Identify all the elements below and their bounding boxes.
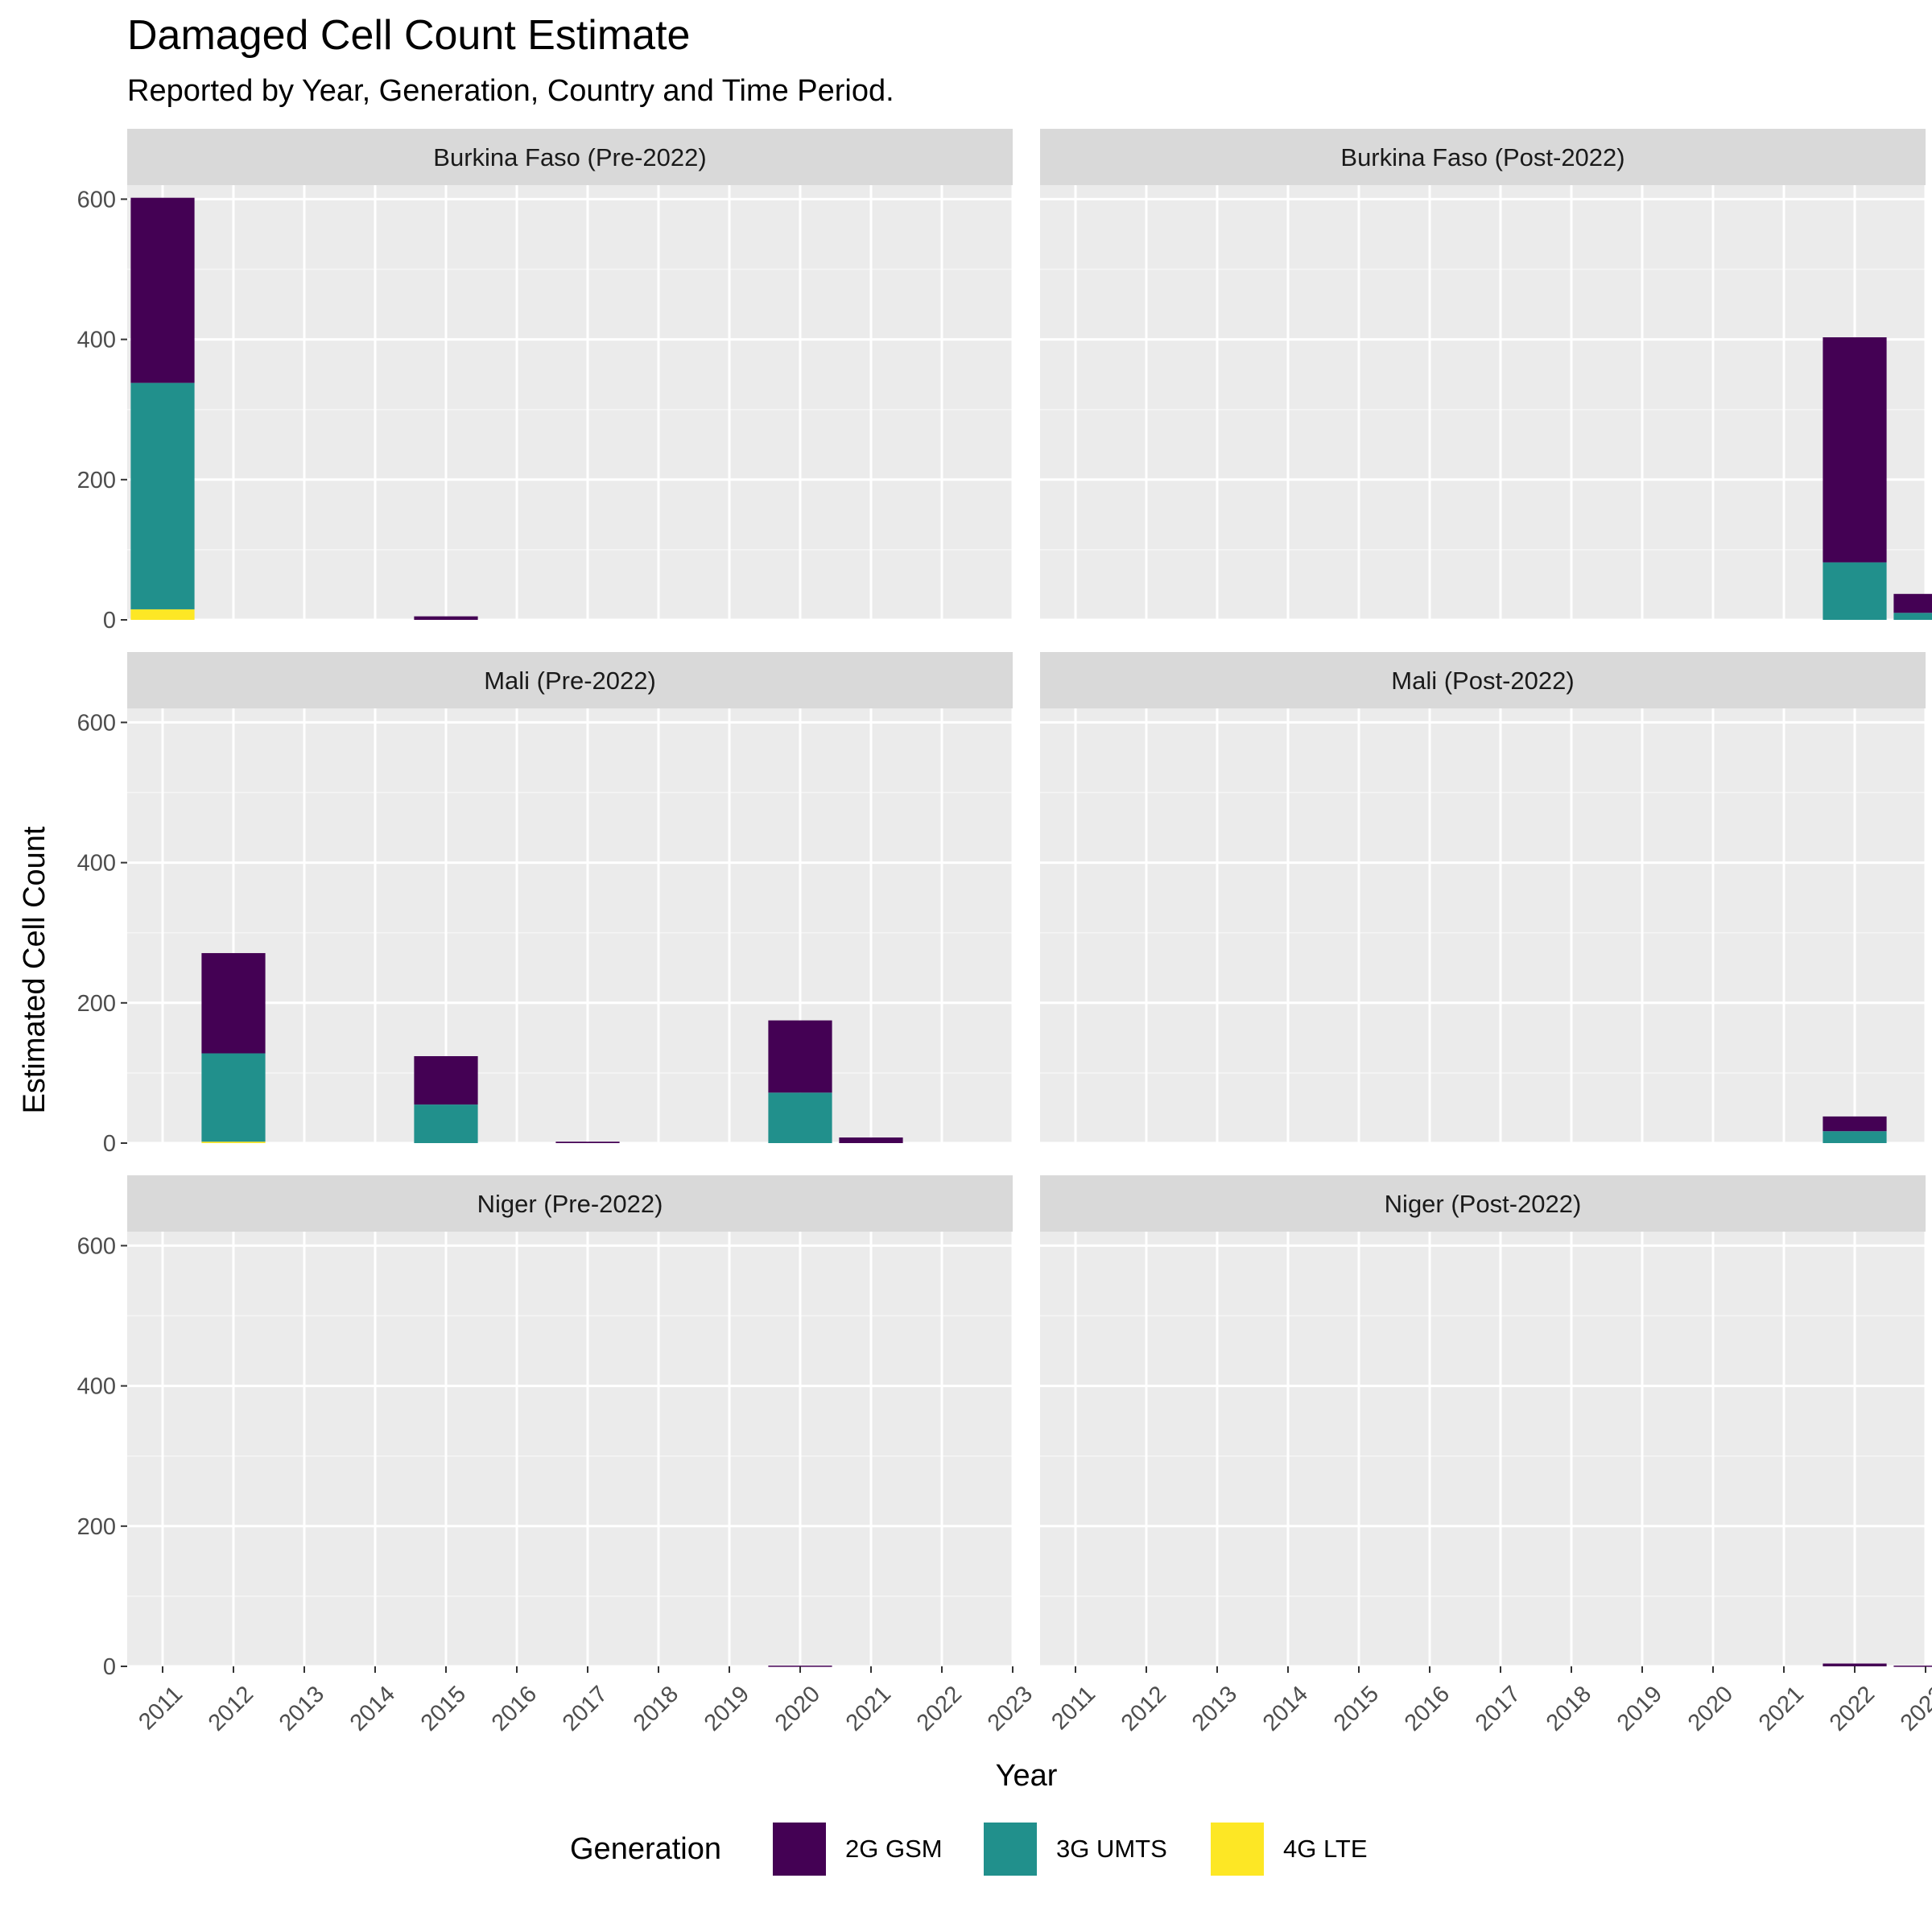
panel-background xyxy=(127,708,1013,1143)
panel-background xyxy=(1040,708,1926,1143)
facet-label-burkina-faso-post-2022: Burkina Faso (Post-2022) xyxy=(1340,143,1624,171)
bar-2g-gsm xyxy=(414,1056,478,1105)
legend-title: Generation xyxy=(570,1832,721,1866)
bar-2g-gsm xyxy=(555,1141,620,1143)
x-tick-label: 2012 xyxy=(204,1681,258,1736)
facet-label-mali-pre-2022: Mali (Pre-2022) xyxy=(484,667,656,695)
bar-2g-gsm xyxy=(414,616,478,620)
facet-label-burkina-faso-pre-2022: Burkina Faso (Pre-2022) xyxy=(433,143,706,171)
x-tick-label: 2012 xyxy=(1117,1681,1171,1736)
x-tick-label: 2018 xyxy=(629,1681,683,1736)
y-tick-label: 400 xyxy=(77,1374,116,1400)
x-tick-label: 2020 xyxy=(770,1681,825,1736)
facet-strip xyxy=(1040,652,1926,708)
facet-label-niger-post-2022: Niger (Post-2022) xyxy=(1385,1190,1582,1218)
x-tick-label: 2014 xyxy=(1258,1681,1313,1736)
y-tick-label: 600 xyxy=(77,1233,116,1259)
bar-3g-umts xyxy=(414,1104,478,1143)
legend-label: 3G UMTS xyxy=(1056,1835,1167,1863)
x-tick-label: 2013 xyxy=(275,1681,329,1736)
chart-subtitle: Reported by Year, Generation, Country an… xyxy=(127,74,894,108)
x-tick-label: 2013 xyxy=(1187,1681,1242,1736)
bar-2g-gsm xyxy=(768,1020,832,1093)
y-tick-label: 200 xyxy=(77,468,116,493)
y-tick-label: 0 xyxy=(103,1654,116,1680)
x-tick-label: 2019 xyxy=(700,1681,754,1736)
x-tick-label: 2023 xyxy=(1896,1681,1932,1736)
panel-background xyxy=(1040,185,1926,620)
facet-strip xyxy=(1040,129,1926,185)
bar-2g-gsm xyxy=(1823,1116,1887,1132)
x-tick-label: 2022 xyxy=(1825,1681,1880,1736)
y-tick-label: 200 xyxy=(77,991,116,1017)
bar-3g-umts xyxy=(1823,1131,1887,1143)
y-axis-title: Estimated Cell Count xyxy=(18,826,52,1113)
bar-2g-gsm xyxy=(201,952,266,1054)
x-tick-label: 2019 xyxy=(1612,1681,1667,1736)
bar-3g-umts xyxy=(130,382,195,609)
x-tick-label: 2016 xyxy=(487,1681,542,1736)
x-tick-label: 2021 xyxy=(841,1681,896,1736)
y-tick-label: 600 xyxy=(77,187,116,213)
panel-background xyxy=(1040,1232,1926,1666)
legend-label: 4G LTE xyxy=(1283,1835,1368,1863)
bar-4g-lte xyxy=(130,609,195,620)
x-tick-label: 2018 xyxy=(1542,1681,1596,1736)
bar-2g-gsm xyxy=(1893,593,1932,613)
bar-2g-gsm xyxy=(1893,1666,1932,1667)
bar-2g-gsm xyxy=(1823,337,1887,563)
y-tick-label: 200 xyxy=(77,1514,116,1540)
bar-2g-gsm xyxy=(839,1137,903,1143)
x-tick-label: 2021 xyxy=(1754,1681,1809,1736)
facet-strip xyxy=(127,1175,1013,1232)
bar-3g-umts xyxy=(201,1053,266,1142)
y-tick-label: 400 xyxy=(77,851,116,877)
panel-background xyxy=(127,185,1013,620)
panel-background xyxy=(127,1232,1013,1666)
y-tick-label: 0 xyxy=(103,1131,116,1157)
legend-key-2g-gsm xyxy=(773,1823,826,1876)
legend-label: 2G GSM xyxy=(845,1835,943,1863)
bar-2g-gsm xyxy=(1823,1663,1887,1666)
legend-key-3g-umts xyxy=(984,1823,1037,1876)
legend-key-4g-lte xyxy=(1211,1823,1264,1876)
facet-label-niger-pre-2022: Niger (Pre-2022) xyxy=(477,1190,663,1218)
x-tick-label: 2011 xyxy=(1046,1681,1100,1735)
bar-2g-gsm xyxy=(130,197,195,383)
facet-label-mali-post-2022: Mali (Post-2022) xyxy=(1391,667,1574,695)
x-tick-label: 2022 xyxy=(912,1681,967,1736)
bar-3g-umts xyxy=(1893,613,1932,620)
bar-3g-umts xyxy=(768,1092,832,1143)
x-tick-label: 2015 xyxy=(416,1681,471,1736)
x-tick-label: 2015 xyxy=(1329,1681,1384,1736)
x-tick-label: 2023 xyxy=(983,1681,1038,1736)
x-tick-label: 2017 xyxy=(1471,1681,1525,1736)
chart-title: Damaged Cell Count Estimate xyxy=(127,12,691,59)
y-tick-label: 0 xyxy=(103,608,116,634)
y-tick-label: 400 xyxy=(77,328,116,353)
bar-3g-umts xyxy=(1823,562,1887,620)
x-axis-title: Year xyxy=(996,1759,1058,1793)
x-tick-label: 2014 xyxy=(345,1681,400,1736)
facet-strip xyxy=(1040,1175,1926,1232)
y-tick-label: 600 xyxy=(77,710,116,736)
facet-strip xyxy=(127,129,1013,185)
bar-2g-gsm xyxy=(768,1666,832,1667)
x-tick-label: 2011 xyxy=(134,1681,188,1735)
facet-strip xyxy=(127,652,1013,708)
bar-4g-lte xyxy=(201,1141,266,1143)
x-tick-label: 2016 xyxy=(1400,1681,1455,1736)
x-tick-label: 2017 xyxy=(558,1681,613,1736)
x-tick-label: 2020 xyxy=(1683,1681,1738,1736)
